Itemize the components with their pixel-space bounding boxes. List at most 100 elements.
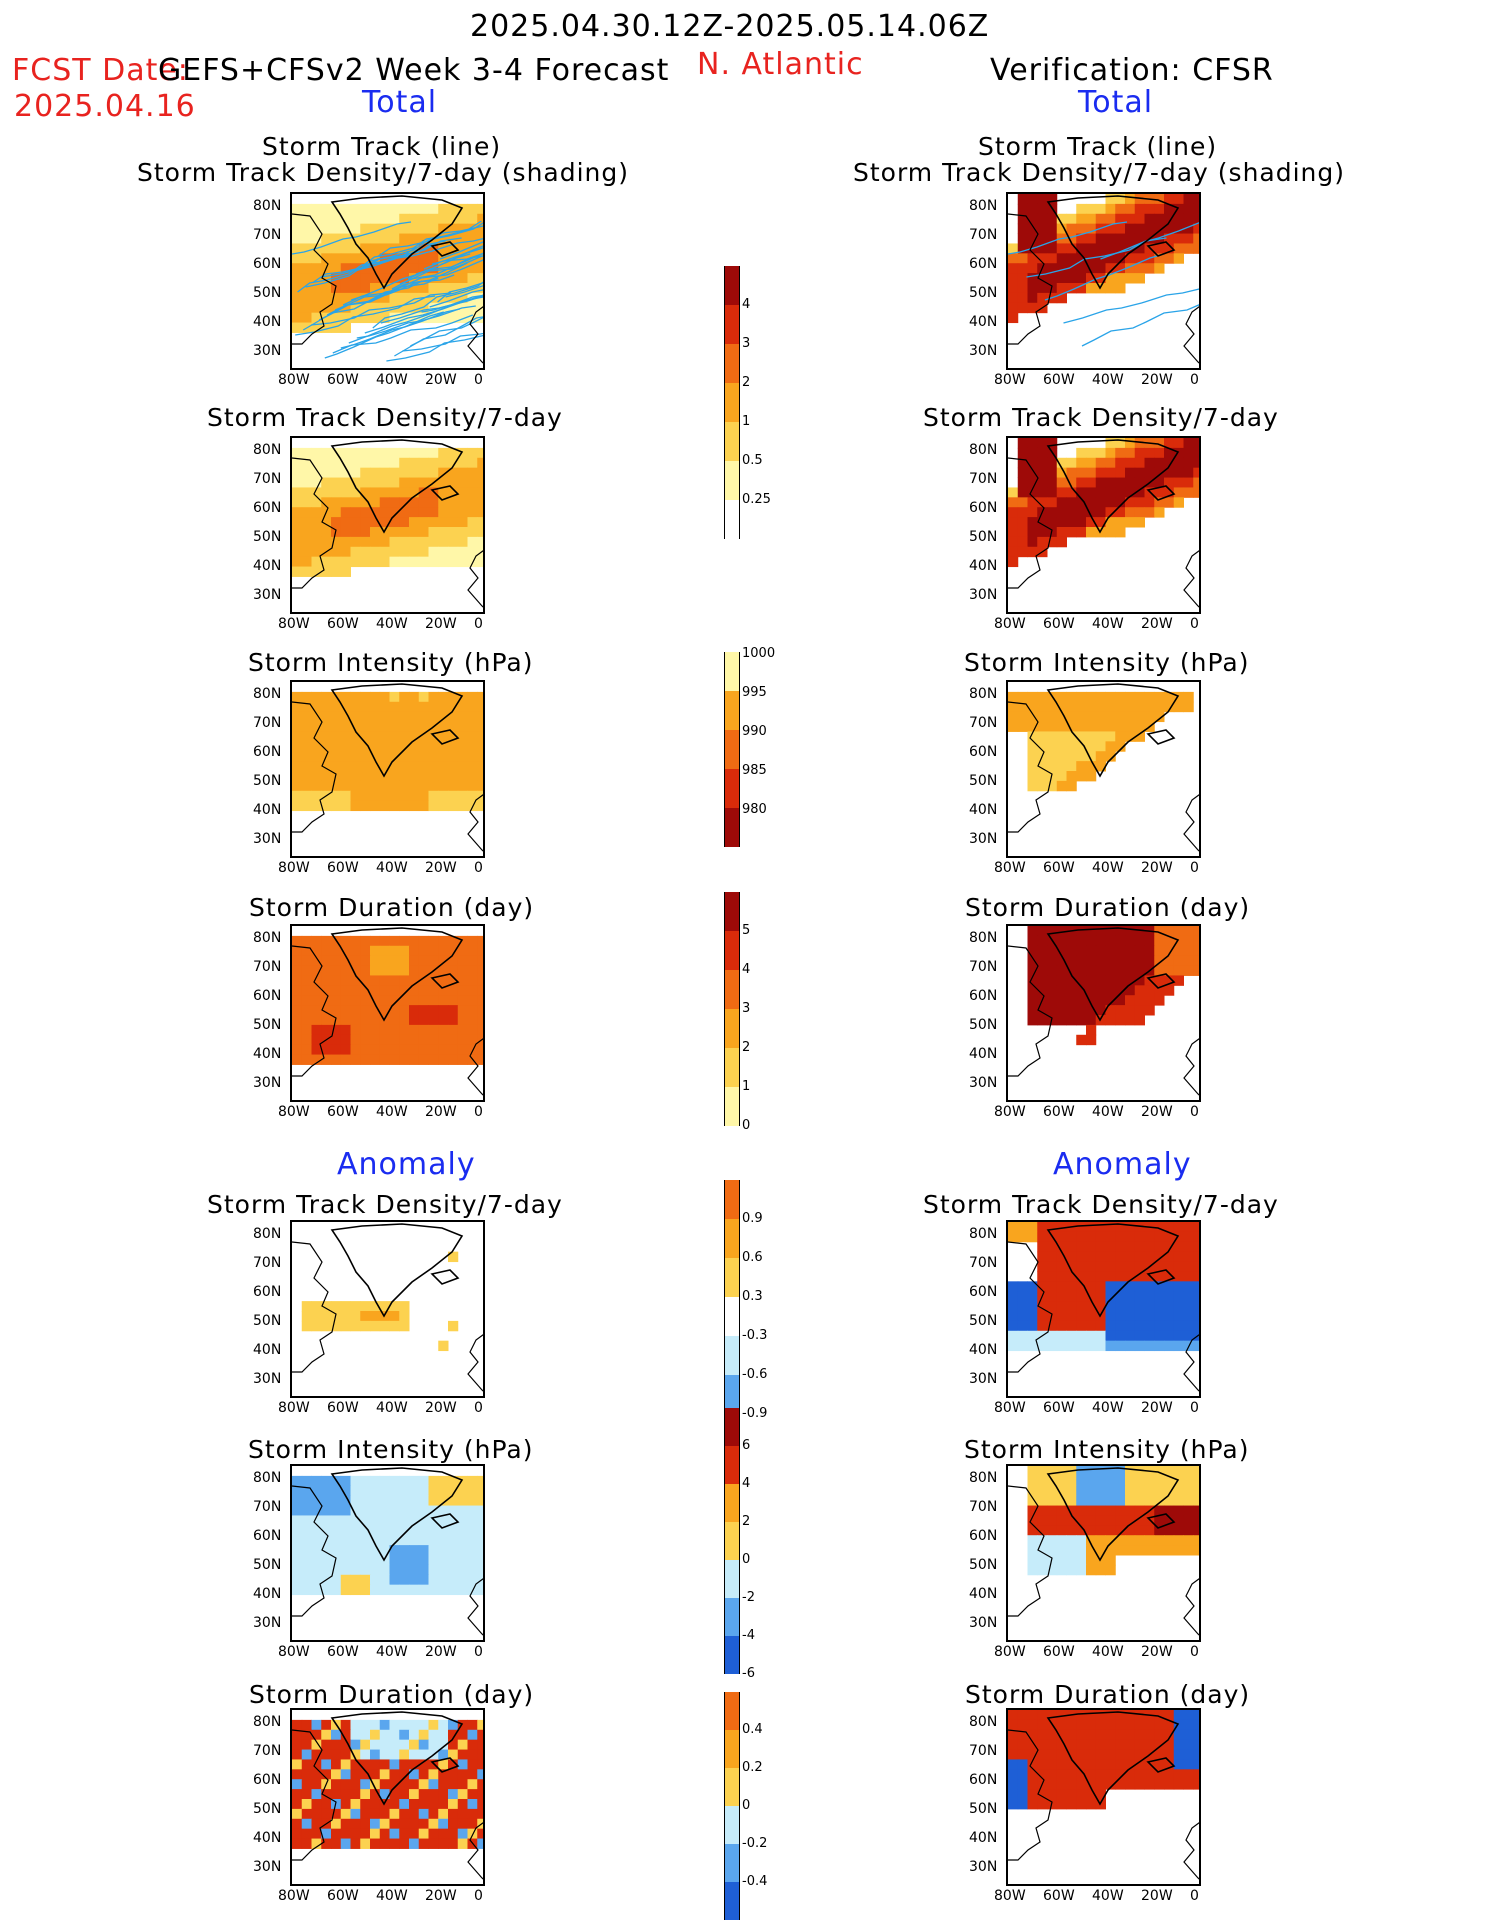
shade-cell bbox=[1086, 263, 1097, 274]
shade-cell bbox=[1173, 1291, 1184, 1302]
shade-cell bbox=[1027, 1466, 1038, 1477]
shade-cell bbox=[350, 1838, 361, 1849]
shade-cell bbox=[389, 1564, 400, 1576]
shade-cell bbox=[389, 302, 400, 314]
shade-cell bbox=[1047, 995, 1058, 1006]
shade-cell bbox=[1173, 1769, 1184, 1780]
shade-cell bbox=[360, 477, 371, 488]
shade-cell bbox=[1017, 1789, 1028, 1800]
storm-track-line bbox=[429, 289, 483, 308]
shade-cell bbox=[1125, 1311, 1136, 1322]
shade-cell bbox=[1056, 477, 1067, 488]
shade-cell bbox=[360, 1525, 371, 1536]
shade-cell bbox=[418, 731, 429, 742]
shade-cell bbox=[448, 1789, 459, 1800]
shade-cell bbox=[1134, 1005, 1145, 1016]
y-tick-label: 70N bbox=[253, 1499, 282, 1515]
shade-cell bbox=[409, 233, 420, 244]
y-tick-label: 50N bbox=[969, 1313, 998, 1329]
shade-cell bbox=[321, 487, 332, 498]
shade-cell bbox=[321, 1475, 332, 1487]
shade-cell bbox=[1076, 721, 1087, 732]
shade-cell bbox=[1115, 1320, 1126, 1332]
shade-cell bbox=[448, 691, 459, 703]
shade-cell bbox=[1173, 1710, 1184, 1721]
shade-cell bbox=[1105, 477, 1116, 488]
shade-cell bbox=[1193, 1251, 1199, 1263]
title-density-left: Storm Track Density/7-day bbox=[207, 403, 563, 432]
shade-cell bbox=[1134, 985, 1145, 996]
shade-cell bbox=[409, 536, 420, 548]
shade-cell bbox=[350, 213, 361, 225]
shade-cell bbox=[1115, 1301, 1126, 1312]
storm-track-line bbox=[1008, 221, 1128, 255]
colorbar-label: 2 bbox=[742, 1514, 751, 1529]
shade-cell bbox=[340, 741, 351, 752]
shade-cell bbox=[1154, 447, 1165, 459]
shade-cell bbox=[1154, 213, 1165, 225]
shade-cell bbox=[321, 213, 332, 225]
shade-cell bbox=[340, 566, 351, 577]
shade-cell bbox=[292, 507, 303, 518]
shade-cell bbox=[292, 1759, 303, 1770]
shade-cell bbox=[1095, 1485, 1106, 1497]
coastline bbox=[292, 1485, 337, 1617]
shade-cell bbox=[448, 1054, 459, 1065]
shade-cell bbox=[457, 1799, 468, 1810]
shade-cell bbox=[1027, 213, 1038, 225]
shade-cell bbox=[1017, 497, 1028, 508]
coastline bbox=[1146, 1269, 1176, 1285]
coastline bbox=[1183, 1578, 1199, 1636]
shade-cell bbox=[399, 1739, 410, 1751]
shade-cell bbox=[311, 800, 322, 812]
y-tick-label: 80N bbox=[253, 930, 282, 946]
shade-cell bbox=[379, 507, 390, 518]
shade-cell bbox=[389, 761, 400, 772]
shade-cell bbox=[1154, 1475, 1165, 1487]
map-intensity-anomaly-verification bbox=[1006, 1464, 1201, 1642]
shade-cell bbox=[1056, 517, 1067, 528]
y-tick-label: 50N bbox=[969, 773, 998, 789]
shade-cell bbox=[331, 263, 342, 274]
shade-cell bbox=[477, 1555, 483, 1566]
shade-cell bbox=[292, 233, 303, 244]
shade-cell bbox=[428, 741, 439, 752]
shade-cell bbox=[1086, 1789, 1097, 1800]
y-tick-label: 30N bbox=[969, 587, 998, 603]
title-density-right: Storm Track Density/7-day bbox=[923, 403, 1279, 432]
shade-cell bbox=[457, 1719, 468, 1731]
shade-cell bbox=[1037, 487, 1048, 498]
shade-cell bbox=[477, 1015, 483, 1026]
shade-cell bbox=[1037, 1739, 1048, 1751]
shade-cell bbox=[360, 721, 371, 732]
colorbar-label: 3 bbox=[742, 336, 751, 351]
shade-cell bbox=[389, 457, 400, 469]
shade-cell bbox=[1115, 975, 1126, 986]
shade-cell bbox=[467, 935, 478, 947]
coastline bbox=[467, 1822, 483, 1880]
shade-cell bbox=[399, 790, 410, 802]
shade-cell bbox=[457, 1749, 468, 1760]
shade-cell bbox=[457, 1475, 468, 1487]
colorbar-swatch bbox=[724, 1692, 740, 1730]
shade-cell bbox=[301, 1545, 312, 1556]
shade-cell bbox=[1154, 701, 1165, 713]
shade-cell bbox=[1008, 1340, 1019, 1352]
shade-cell bbox=[448, 1564, 459, 1576]
shade-cell bbox=[340, 457, 351, 469]
shade-cell bbox=[399, 213, 410, 225]
shade-cell bbox=[370, 1044, 381, 1056]
shade-cell bbox=[1086, 1340, 1097, 1352]
storm-track-line bbox=[348, 295, 483, 344]
shade-cell bbox=[1086, 1320, 1097, 1332]
shade-cell bbox=[428, 497, 439, 508]
shade-cell bbox=[1105, 721, 1116, 732]
shade-cell bbox=[301, 223, 312, 235]
shade-cell bbox=[1134, 1739, 1145, 1751]
shade-cell bbox=[418, 447, 429, 459]
x-tick-label: 60W bbox=[1043, 1400, 1075, 1416]
shade-cell bbox=[1008, 292, 1019, 304]
shade-cell bbox=[350, 711, 361, 723]
shade-cell bbox=[428, 751, 439, 762]
shade-cell bbox=[467, 467, 478, 479]
